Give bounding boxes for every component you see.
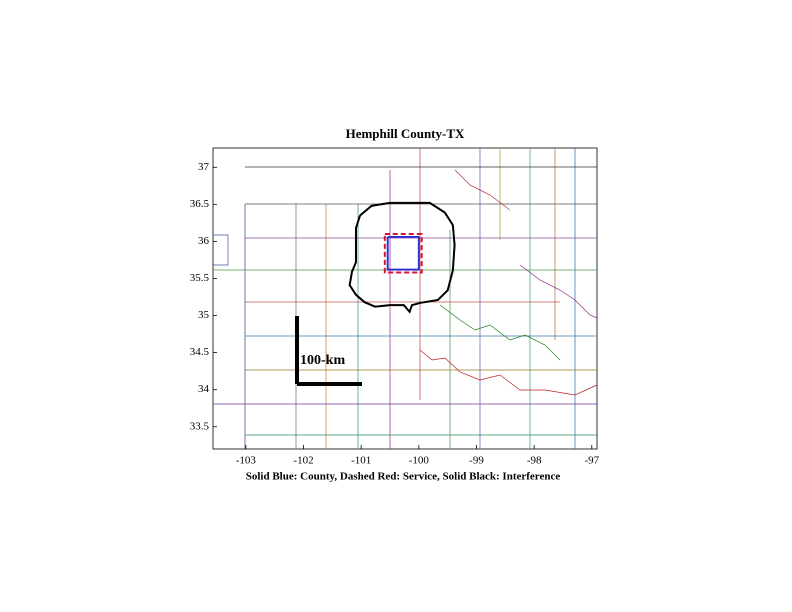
county-boundaries xyxy=(213,148,598,449)
y-tick-label: 36 xyxy=(198,235,210,247)
y-tick-label: 34 xyxy=(198,383,210,395)
scale-label: 100-km xyxy=(300,353,345,368)
y-tick-label: 36.5 xyxy=(190,198,210,210)
x-tick-label: -101 xyxy=(351,455,371,467)
y-tick-label: 33.5 xyxy=(190,420,210,432)
x-tick-label: -103 xyxy=(236,455,257,467)
y-tick-label: 35 xyxy=(198,309,210,321)
contour xyxy=(383,233,423,274)
x-axis-caption: Solid Blue: County, Dashed Red: Service,… xyxy=(246,471,561,483)
map-title: Hemphill County-TX xyxy=(346,126,465,141)
y-tick-label: 37 xyxy=(198,161,210,173)
x-tick-label: -99 xyxy=(469,455,484,467)
y-tick-label: 34.5 xyxy=(190,346,210,358)
x-tick-label: -100 xyxy=(409,455,430,467)
y-tick-label: 35.5 xyxy=(190,272,210,284)
x-tick-label: -98 xyxy=(527,455,542,467)
plot-area xyxy=(212,147,598,450)
contour xyxy=(386,235,420,271)
contour xyxy=(348,201,456,314)
x-tick-label: -97 xyxy=(584,455,599,467)
scale-bar xyxy=(295,316,362,386)
x-tick-label: -102 xyxy=(293,455,313,467)
